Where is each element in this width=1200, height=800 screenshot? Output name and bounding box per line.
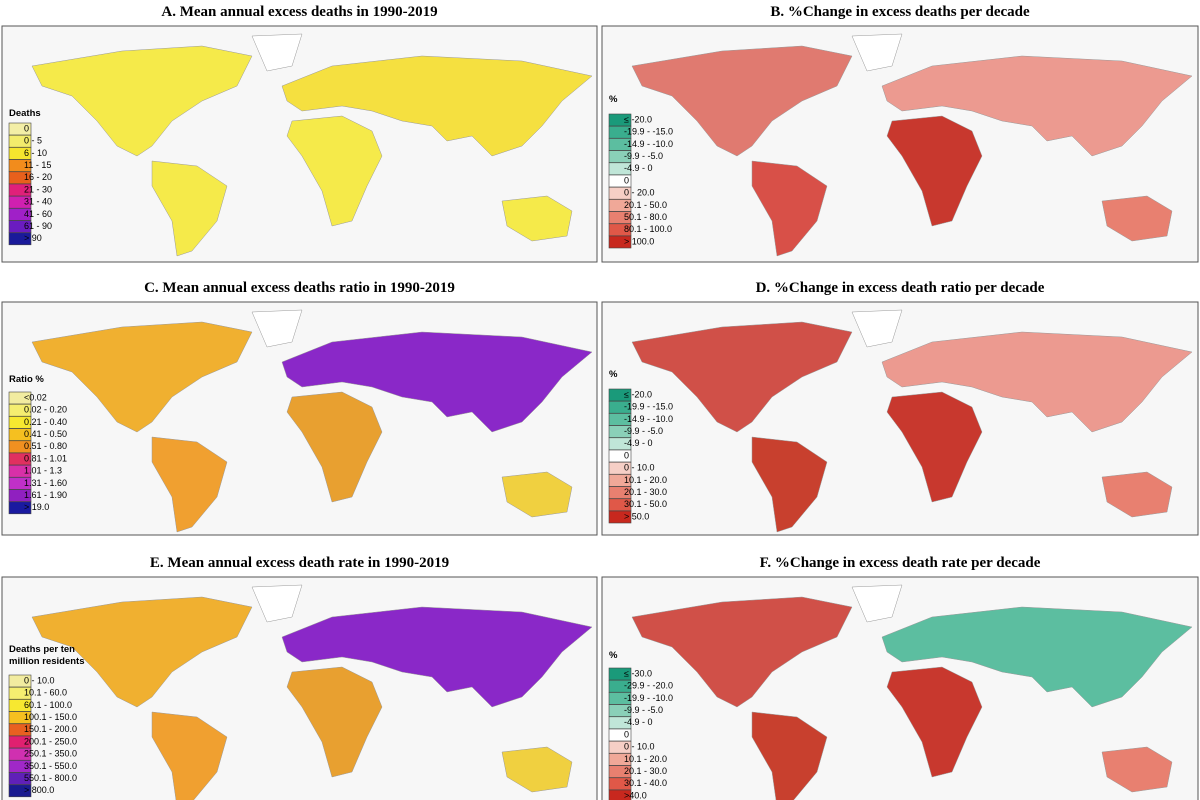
legend-label: -19.9 - -15.0 <box>624 402 673 412</box>
legend-label: 0 <box>624 729 629 739</box>
legend-label: -14.9 - -10.0 <box>624 414 673 424</box>
legend-label: -9.9 - -5.0 <box>624 151 663 161</box>
legend-label: 20.1 - 50.0 <box>624 200 667 210</box>
legend-label: 0.41 - 0.50 <box>24 429 67 439</box>
map-panel: % ≤ -30.0 -29.9 - -20.0 -19.9 - -10.0 -9.9 -… <box>601 576 1199 800</box>
legend-label: 250.1 - 350.0 <box>24 749 77 759</box>
legend-title: Ratio % <box>9 374 44 385</box>
legend-label: 30.1 - 50.0 <box>624 499 667 509</box>
map-panel: Deaths 0 0 - 5 6 - 10 11 - 15 16 - 20 21 - 30 3… <box>1 25 598 263</box>
legend-label: 61 - 90 <box>24 221 52 231</box>
legend-label: > 800.0 <box>24 785 54 795</box>
legend-label: 0.02 - 0.20 <box>24 405 67 415</box>
legend-swatch <box>8 501 32 515</box>
legend-label: 0.21 - 0.40 <box>24 417 67 427</box>
legend-swatch <box>8 232 32 246</box>
legend-label: 0 - 5 <box>24 136 42 146</box>
legend-label: 1.61 - 1.90 <box>24 490 67 500</box>
legend-label: -4.9 - 0 <box>624 163 653 173</box>
legend-label: 0 <box>24 123 29 133</box>
legend-label: 16 - 20 <box>24 172 52 182</box>
legend-swatch <box>608 789 632 800</box>
legend-label: 0 - 10.0 <box>624 742 655 752</box>
legend-label: ≤ -30.0 <box>624 668 652 678</box>
legend-label: 20.1 - 30.0 <box>624 487 667 497</box>
legend-label: 10.1 - 20.0 <box>624 475 667 485</box>
legend-label: 11 - 15 <box>24 160 51 170</box>
map-panel: % ≤ -20.0 -19.9 - -15.0 -14.9 - -10.0 -9.9 -… <box>601 301 1199 536</box>
legend-label: 0.81 - 1.01 <box>24 453 67 463</box>
legend-label: 0 - 10.0 <box>624 463 655 473</box>
legend-label: 200.1 - 250.0 <box>24 736 77 746</box>
legend-label: 0 <box>624 175 629 185</box>
legend-title: million residents <box>9 656 85 667</box>
panel-title: A. Mean annual excess deaths in 1990-201… <box>161 4 437 20</box>
legend-title: % <box>609 650 618 661</box>
legend-label: 350.1 - 550.0 <box>24 761 77 771</box>
legend-label: ≤ -20.0 <box>624 389 652 399</box>
legend-label: 30.1 - 40.0 <box>624 778 667 788</box>
legend-label: 1.01 - 1.3 <box>24 466 62 476</box>
legend-title: % <box>609 369 618 380</box>
legend-label: 550.1 - 800.0 <box>24 773 77 783</box>
legend-label: 31 - 40 <box>24 197 52 207</box>
legend-label: 0 <box>624 450 629 460</box>
legend-label: -19.9 - -15.0 <box>624 127 673 137</box>
legend-label: -9.9 - -5.0 <box>624 705 663 715</box>
legend-label: -4.9 - 0 <box>624 438 653 448</box>
legend-swatch <box>8 784 32 798</box>
map-panel: % ≤ -20.0 -19.9 - -15.0 -14.9 - -10.0 -9.9 -… <box>601 25 1199 263</box>
legend-label: 41 - 60 <box>24 209 52 219</box>
legend-title: Deaths per ten <box>9 644 75 655</box>
legend-label: 100.1 - 150.0 <box>24 712 77 722</box>
panel-title: C. Mean annual excess deaths ratio in 19… <box>144 280 455 296</box>
legend-label: -29.9 - -20.0 <box>624 681 673 691</box>
panel-title: B. %Change in excess deaths per decade <box>770 4 1030 20</box>
map-panel: Ratio % <0.02 0.02 - 0.20 0.21 - 0.40 0.41 -… <box>1 301 598 536</box>
legend-swatch <box>608 510 632 524</box>
legend-label: ≤ -20.0 <box>624 114 652 124</box>
legend-label: 0.51 - 0.80 <box>24 441 67 451</box>
legend-label: 20.1 - 30.0 <box>624 766 667 776</box>
legend-label: 1.31 - 1.60 <box>24 478 67 488</box>
legend-label: 10.1 - 20.0 <box>624 754 667 764</box>
legend-label: > 90 <box>24 233 42 243</box>
legend-title: Deaths <box>9 108 41 119</box>
legend-label: 50.1 - 80.0 <box>624 212 667 222</box>
legend-label: 10.1 - 60.0 <box>24 688 67 698</box>
legend-label: -19.9 - -10.0 <box>624 693 673 703</box>
legend-label: 21 - 30 <box>24 184 52 194</box>
legend-label: > 50.0 <box>624 511 649 521</box>
legend-label: -4.9 - 0 <box>624 717 653 727</box>
legend-label: 6 - 10 <box>24 148 47 158</box>
legend-label: <0.02 <box>24 392 47 402</box>
legend-label: >40.0 <box>624 790 647 800</box>
panel-title: D. %Change in excess death ratio per dec… <box>756 280 1045 296</box>
legend-label: 60.1 - 100.0 <box>24 700 72 710</box>
legend-label: 0 - 10.0 <box>24 675 55 685</box>
panel-title: F. %Change in excess death rate per deca… <box>760 555 1041 571</box>
panel-title: E. Mean annual excess death rate in 1990… <box>150 555 449 571</box>
legend-label: 80.1 - 100.0 <box>624 224 672 234</box>
legend-label: > 100.0 <box>624 236 654 246</box>
legend-label: -9.9 - -5.0 <box>624 426 663 436</box>
legend-label: 0 - 20.0 <box>624 188 655 198</box>
legend-title: % <box>609 94 618 105</box>
legend-label: 150.1 - 200.0 <box>24 724 77 734</box>
legend-label: -14.9 - -10.0 <box>624 139 673 149</box>
legend-swatch <box>608 235 632 249</box>
legend-label: > 19.0 <box>24 502 49 512</box>
